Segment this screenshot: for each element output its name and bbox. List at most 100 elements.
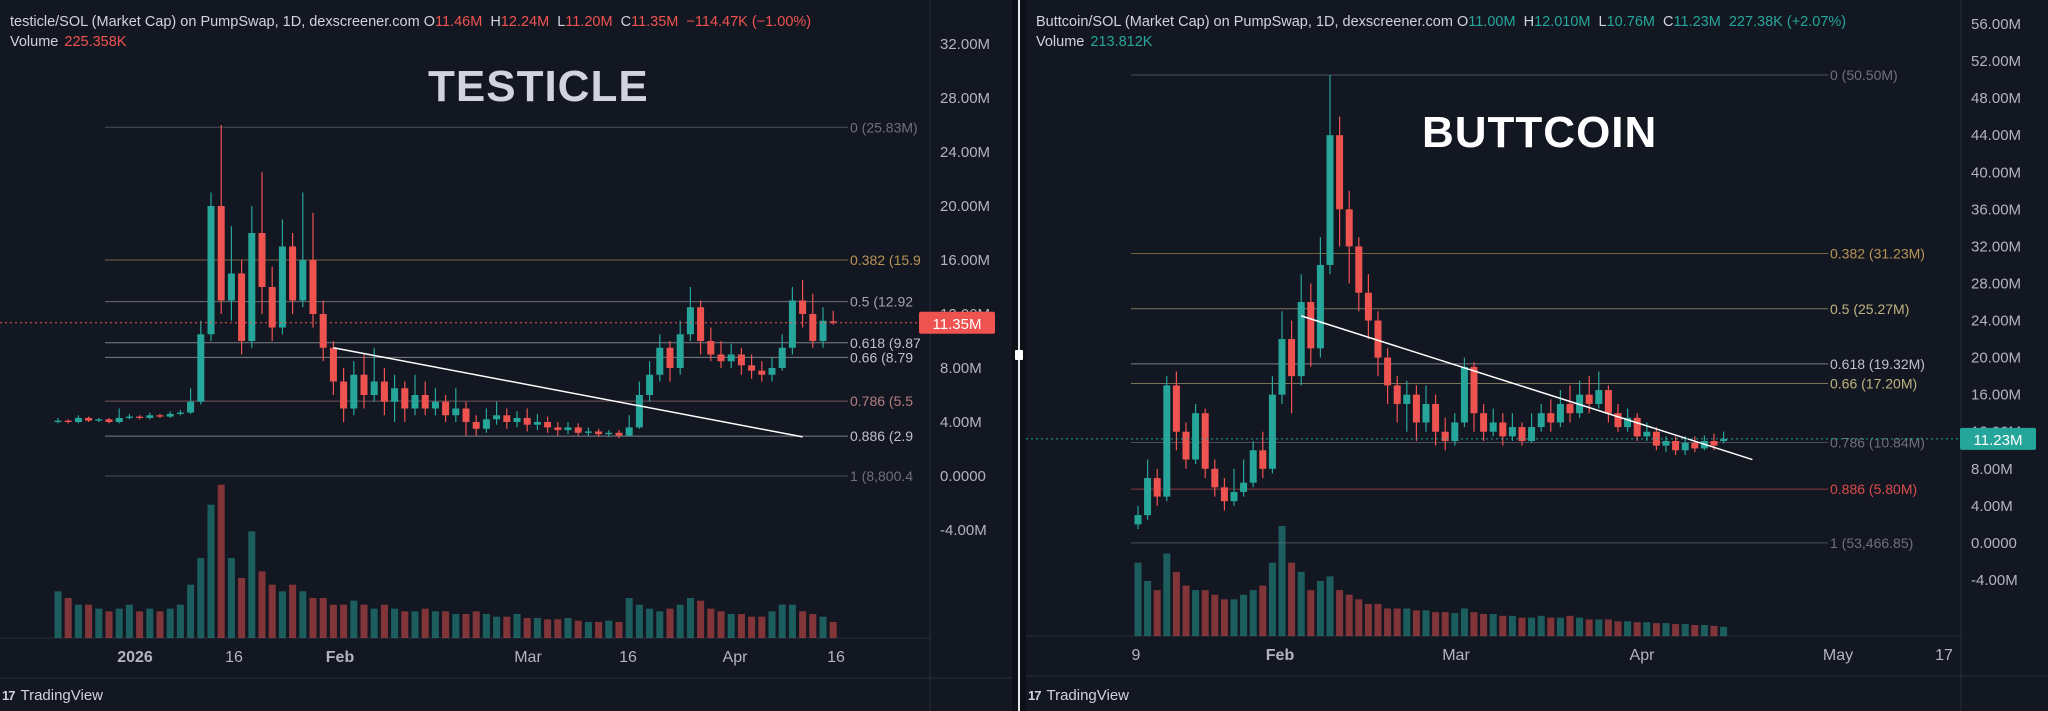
volume-bar (1460, 608, 1468, 636)
candle-body (595, 431, 603, 435)
change-value: 227.38K (+2.07%) (1728, 14, 1847, 30)
candle-body (1662, 441, 1670, 446)
volume-bar (1163, 553, 1171, 636)
volume-bar (595, 622, 603, 638)
candle-body (1672, 441, 1680, 451)
candle-body (707, 341, 715, 355)
volume-bar (768, 611, 776, 638)
y-tick-label: 20.00M (940, 198, 990, 215)
volume-bar (493, 616, 501, 638)
y-tick-label: 36.00M (1971, 201, 2021, 218)
candle-body (1508, 427, 1516, 437)
volume-label: Volume (10, 34, 59, 50)
candle-body (1172, 385, 1180, 432)
fib-level-label: 1 (8,800.4 (850, 468, 913, 484)
y-tick-label: -4.00M (1971, 572, 2018, 589)
volume-bar (319, 598, 327, 638)
chart-canvas-buttcoin[interactable]: 56.00M 52.00M 48.00M 44.00M 40.00M 36.00M 32.0… (1026, 0, 2048, 711)
symbol-label: testicle/SOL (Market Cap) on PumpSwap, 1… (10, 14, 420, 30)
candle-body (829, 321, 837, 323)
candle-body (156, 415, 164, 417)
volume-bar (1528, 617, 1536, 636)
volume-bar (197, 558, 205, 638)
chart-canvas-testicle[interactable]: 32.00M28.00M24.00M20.00M16.00M12.00M8.00… (0, 0, 1012, 711)
volume-bar (54, 591, 62, 638)
candle-body (554, 427, 562, 431)
tradingview-branding[interactable]: 17 TradingView (1028, 687, 1129, 704)
volume-bar (238, 578, 246, 638)
candle-body (1345, 209, 1353, 247)
x-tick-label: Feb (1266, 647, 1295, 664)
volume-bar (554, 619, 562, 638)
divider-handle[interactable] (1015, 350, 1023, 360)
volume-bar (1499, 615, 1507, 636)
x-tick-label: May (1823, 647, 1853, 664)
volume-bar (1172, 571, 1180, 636)
y-tick-label: 8.00M (1971, 461, 2013, 478)
candle-body (748, 365, 756, 371)
volume-bar (289, 584, 297, 638)
candle-body (1604, 390, 1612, 414)
volume-bar (1643, 622, 1651, 636)
chart-header: Buttcoin/SOL (Market Cap) on PumpSwap, 1… (1036, 14, 1850, 30)
price-tag-box (1960, 427, 2036, 450)
candle-body (1451, 422, 1459, 441)
volume-bar (431, 611, 439, 638)
volume-bar (1432, 612, 1440, 636)
candle-body (268, 287, 276, 328)
tradingview-label: TradingView (20, 687, 104, 704)
candle-body (1192, 413, 1200, 460)
candle-body (697, 307, 705, 341)
volume-bar (1710, 625, 1718, 636)
candle-body (1240, 482, 1248, 492)
tradingview-branding[interactable]: 17 TradingView (2, 687, 103, 704)
chart-panel-testicle[interactable]: 32.00M28.00M24.00M20.00M16.00M12.00M8.00… (0, 0, 1012, 711)
volume-bar (799, 611, 807, 638)
volume-bar (717, 611, 725, 638)
volume-bar (1211, 594, 1219, 636)
open-value: 11.00M (1468, 14, 1516, 30)
candle-body (1393, 385, 1401, 404)
volume-bar (176, 604, 184, 638)
candle-body (370, 381, 378, 395)
fib-level-label: 0.382 (31.23M) (1830, 246, 1925, 262)
candle-body (1499, 422, 1507, 437)
candle-body (74, 417, 82, 422)
volume-bar (1480, 614, 1488, 636)
price-tag-label: 11.23M (1974, 432, 2023, 449)
candle-body (54, 420, 62, 422)
volume-bar (248, 531, 256, 638)
candle-body (1480, 413, 1488, 432)
volume-bar (1576, 617, 1584, 636)
candle-body (85, 417, 93, 421)
candle-body (1134, 515, 1142, 525)
volume-bar (1720, 626, 1728, 636)
candle-body (656, 347, 664, 375)
candle-body (442, 401, 450, 416)
volume-bar (309, 598, 317, 638)
volume-bar (788, 604, 796, 638)
candle-body (329, 347, 337, 382)
volume-bar (829, 622, 837, 638)
candle-body (1307, 302, 1315, 349)
chart-title-testicle: TESTICLE (428, 62, 649, 111)
candle-body (1211, 468, 1219, 488)
candle-body (1624, 417, 1632, 428)
volume-bar (1134, 562, 1142, 636)
volume-bar (350, 600, 358, 638)
chart-panel-buttcoin[interactable]: 56.00M 52.00M 48.00M 44.00M 40.00M 36.00M 32.0… (1026, 0, 2048, 711)
candle-body (319, 314, 327, 348)
candle-body (1403, 394, 1411, 404)
trendline (333, 347, 803, 438)
y-tick-label: 4.00M (940, 414, 982, 431)
fib-level-label: 0.786 (10.84M) (1830, 434, 1925, 450)
x-tick-label: 9 (1132, 647, 1141, 664)
candle-body (1489, 422, 1497, 432)
panel-divider[interactable] (1012, 0, 1026, 711)
candle-body (1336, 135, 1344, 210)
high-value: 12.24M (500, 14, 550, 30)
y-tick-label: 32.00M (940, 36, 990, 53)
candle-body (299, 260, 307, 301)
volume-bar (391, 608, 399, 638)
volume-label: Volume (1036, 34, 1085, 50)
